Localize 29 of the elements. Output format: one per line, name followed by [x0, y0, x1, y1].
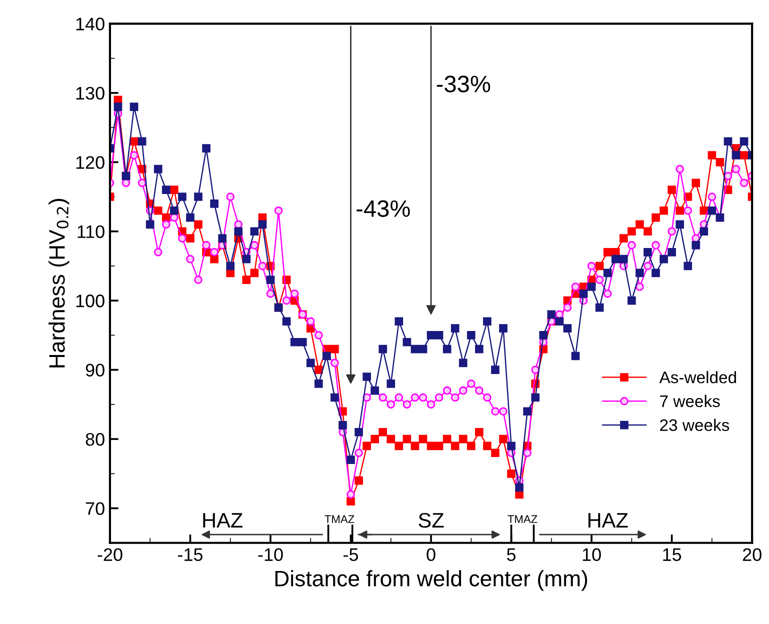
x-tick-label: 5: [506, 548, 516, 562]
annotation: -43%: [356, 200, 410, 217]
y-tick-label: 90: [86, 364, 104, 377]
x-tick-label: -10: [258, 548, 283, 562]
x-tick-label: 0: [426, 548, 436, 562]
legend-label: 23 weeks: [660, 418, 730, 432]
y-tick-label: 140: [76, 18, 104, 30]
y-tick-label: 110: [78, 225, 104, 238]
y-tick-label: 130: [76, 86, 104, 100]
legend-label: 7 weeks: [660, 394, 720, 408]
annotation: HAZ: [588, 513, 628, 528]
x-tick-label: -20: [98, 548, 122, 562]
annotation: SZ: [418, 512, 444, 528]
x-tick-label: -5: [344, 548, 358, 562]
x-tick-label: 15: [663, 548, 682, 562]
legend-label: As-welded: [659, 371, 736, 384]
y-tick-label: 120: [76, 156, 104, 169]
y-axis-title: Hardness (HV$_{0.2}$): [48, 198, 70, 368]
y-tick-label: 100: [76, 294, 104, 308]
y-tick-label: 70: [86, 502, 104, 515]
x-tick-label: 10: [582, 548, 601, 562]
y-tick-label: 80: [86, 432, 104, 446]
annotation: TMAZ: [324, 515, 354, 523]
annotation: HAZ: [203, 513, 243, 528]
annotation: TMAZ: [508, 515, 538, 523]
x-tick-label: -15: [178, 548, 203, 562]
x-axis-title: Distance from weld center (mm): [275, 570, 588, 591]
x-tick-label: 20: [742, 548, 762, 562]
annotation: -33%: [436, 76, 490, 92]
